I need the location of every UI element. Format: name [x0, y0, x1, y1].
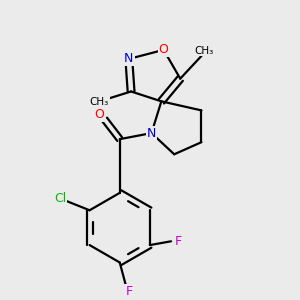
Text: O: O: [159, 44, 169, 56]
Text: N: N: [147, 127, 156, 140]
Text: CH₃: CH₃: [195, 46, 214, 56]
Text: F: F: [174, 235, 182, 248]
Text: O: O: [94, 108, 104, 122]
Text: CH₃: CH₃: [90, 97, 109, 107]
Text: N: N: [124, 52, 134, 65]
Text: F: F: [125, 286, 132, 298]
Text: Cl: Cl: [54, 192, 66, 205]
